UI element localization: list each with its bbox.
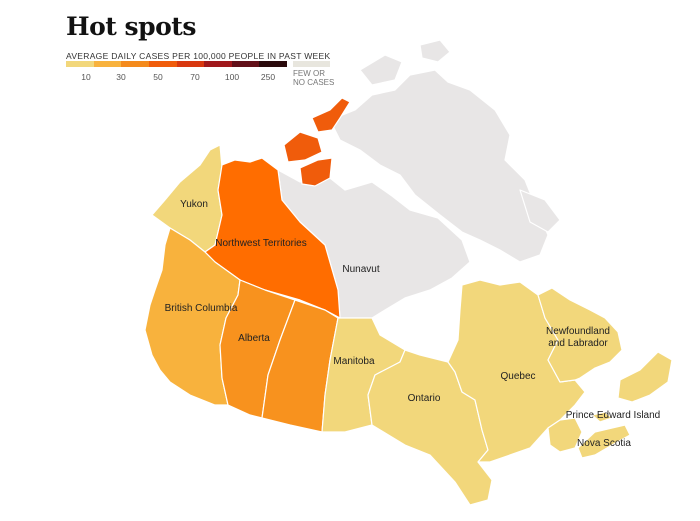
- label-british-columbia: British Columbia: [165, 303, 238, 314]
- label-prince-edward-island: Prince Edward Island: [566, 410, 661, 421]
- label-nova-scotia: Nova Scotia: [577, 438, 631, 449]
- legend-swatch: [204, 61, 232, 67]
- legend-swatch: [121, 61, 149, 67]
- legend-few-line1: FEW OR: [293, 69, 325, 78]
- label-newfoundland-line2: and Labrador: [548, 338, 608, 349]
- legend-color-scale: [66, 61, 287, 67]
- legend-few-line2: NO CASES: [293, 78, 335, 87]
- legend-swatch: [176, 61, 205, 67]
- label-northwest-territories: Northwest Territories: [215, 238, 307, 249]
- legend-swatch: [259, 61, 287, 67]
- region-prince-edward-island[interactable]: [591, 411, 613, 423]
- legend-few-cases-swatch: [293, 61, 330, 67]
- label-quebec: Quebec: [500, 371, 535, 382]
- legend-tick: 100: [224, 72, 240, 82]
- legend-tick: 30: [116, 72, 126, 82]
- legend-title: AVERAGE DAILY CASES PER 100,000 PEOPLE I…: [66, 51, 331, 61]
- legend-swatch: [66, 61, 94, 67]
- region-british-columbia[interactable]: [144, 227, 241, 406]
- region-newfoundland-and-labrador[interactable]: [537, 287, 673, 403]
- legend-swatch: [93, 61, 122, 67]
- legend-swatch: [148, 61, 177, 67]
- legend-swatch: [231, 61, 260, 67]
- label-alberta: Alberta: [238, 333, 270, 344]
- legend-few-cases-label: FEW OR NO CASES: [293, 69, 343, 87]
- label-manitoba: Manitoba: [333, 356, 375, 367]
- legend-tick: 250: [260, 72, 276, 82]
- region-nova-scotia[interactable]: [577, 424, 631, 459]
- region-new-brunswick[interactable]: [547, 417, 583, 453]
- region-nunavut-shape[interactable]: [277, 39, 561, 319]
- region-nwt-arctic-islands[interactable]: [283, 97, 351, 187]
- label-ontario: Ontario: [408, 393, 441, 404]
- label-newfoundland-line1: Newfoundland: [546, 326, 610, 337]
- map-title: Hot spots: [66, 12, 196, 41]
- label-nunavut: Nunavut: [342, 264, 379, 275]
- label-yukon: Yukon: [180, 199, 208, 210]
- legend-tick: 50: [153, 72, 163, 82]
- legend-tick: 70: [190, 72, 200, 82]
- legend-tick: 10: [81, 72, 91, 82]
